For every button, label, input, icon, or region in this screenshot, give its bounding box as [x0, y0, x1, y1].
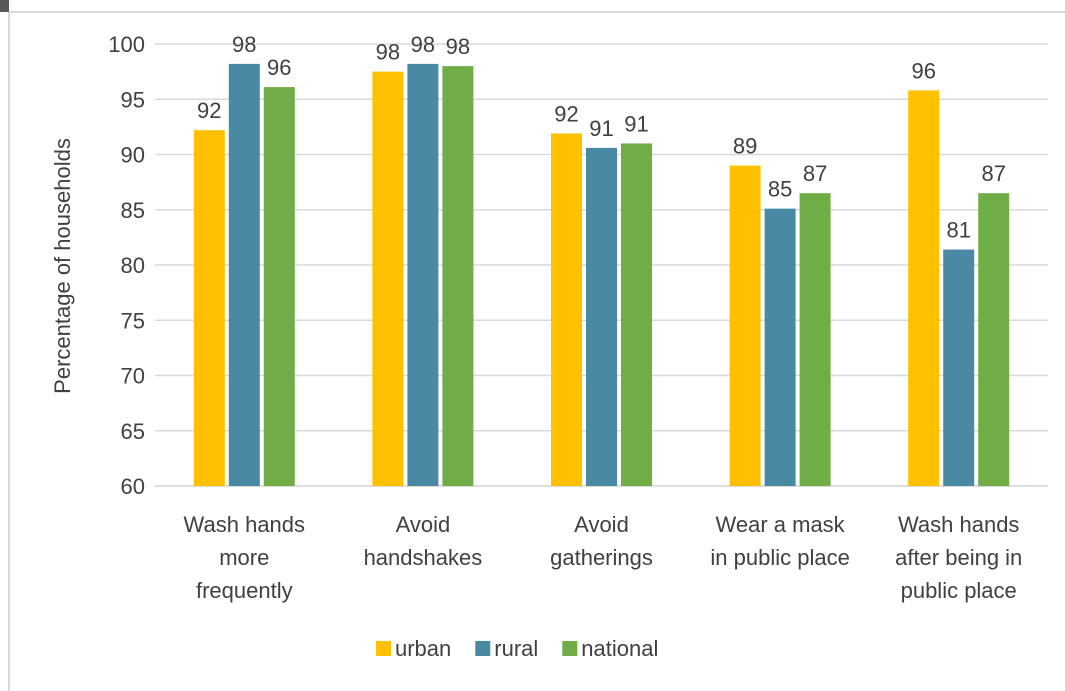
bar-national — [978, 193, 1010, 487]
x-category-label: Avoid — [574, 512, 629, 537]
legend-label-urban: urban — [395, 636, 451, 661]
x-category-label: frequently — [196, 578, 293, 603]
bar-urban — [372, 71, 404, 486]
data-label-national: 96 — [267, 55, 291, 80]
bar-rural — [764, 208, 796, 486]
bar-rural — [943, 249, 975, 486]
x-category-label: gatherings — [550, 545, 653, 570]
legend-swatch-national — [562, 641, 578, 656]
data-label-urban: 92 — [197, 98, 221, 123]
bar-urban — [729, 165, 761, 487]
x-category-label: Wash hands — [898, 512, 1019, 537]
data-label-rural: 91 — [589, 116, 613, 141]
x-category-label: Avoid — [396, 512, 451, 537]
legend-swatch-rural — [475, 641, 491, 656]
y-tick-label: 70 — [121, 364, 145, 389]
y-tick-label: 95 — [121, 87, 145, 112]
legend: urban rural national — [376, 636, 658, 661]
data-label-national: 91 — [624, 111, 648, 136]
bar-urban — [551, 133, 582, 486]
data-label-national: 87 — [981, 161, 1005, 186]
data-label-rural: 98 — [232, 32, 256, 57]
y-axis-title: Percentage of households — [50, 138, 75, 394]
data-label-rural: 85 — [768, 177, 792, 202]
bar-national — [621, 143, 652, 486]
data-label-rural: 98 — [411, 32, 435, 57]
y-tick-label: 80 — [121, 253, 145, 278]
corner-mark — [0, 0, 9, 12]
x-category-label: after being in — [895, 545, 1022, 570]
y-axis-ticks: 60 65 70 75 80 85 90 95 100 — [108, 32, 145, 499]
bar-rural — [407, 63, 439, 486]
data-label-national: 87 — [803, 161, 827, 186]
x-category-label: handshakes — [364, 545, 483, 570]
x-category-label: more — [219, 545, 269, 570]
data-label-national: 98 — [446, 34, 470, 59]
y-tick-label: 85 — [121, 198, 145, 223]
bar-national — [799, 193, 831, 487]
y-tick-label: 100 — [108, 32, 145, 57]
x-category-label: in public place — [710, 545, 849, 570]
data-label-urban: 98 — [376, 40, 400, 65]
x-axis-categories: Wash hands more frequently Avoid handshakes A… — [184, 512, 1023, 603]
legend-label-rural: rural — [494, 636, 538, 661]
data-labels: 92 98 96 98 98 98 92 91 91 89 85 87 96 81 87 — [197, 32, 1006, 243]
y-tick-label: 75 — [121, 308, 145, 333]
bar-rural — [228, 63, 260, 486]
legend-swatch-urban — [376, 641, 391, 656]
y-tick-label: 65 — [121, 419, 145, 444]
y-tick-label: 60 — [121, 474, 145, 499]
bar-rural — [586, 147, 617, 486]
y-tick-label: 90 — [121, 143, 145, 168]
data-label-rural: 81 — [946, 218, 970, 243]
bar-national — [442, 66, 474, 486]
data-label-urban: 96 — [911, 58, 935, 83]
bar-national — [263, 87, 295, 486]
x-category-label: Wear a mask — [716, 512, 846, 537]
legend-label-national: national — [581, 636, 658, 661]
bars — [193, 63, 1010, 487]
x-category-label: Wash hands — [184, 512, 305, 537]
bar-urban — [193, 130, 225, 486]
data-label-urban: 89 — [733, 134, 757, 159]
bar-urban — [908, 90, 940, 486]
x-category-label: public place — [901, 578, 1017, 603]
data-label-urban: 92 — [554, 102, 578, 127]
